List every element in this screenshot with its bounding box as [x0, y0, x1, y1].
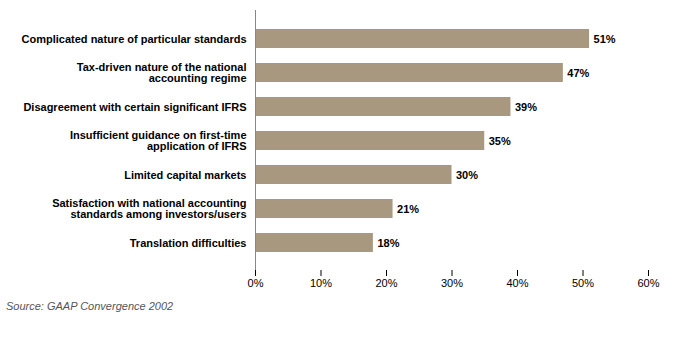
svg-text:21%: 21%: [397, 203, 419, 215]
svg-text:Complicated nature of particul: Complicated nature of particular standar…: [22, 33, 247, 45]
html-text:Source: GAAP Convergence 2002: Source: GAAP Convergence 2002: [6, 300, 174, 312]
svg-text:10%: 10%: [310, 277, 332, 289]
svg-text:30%: 30%: [456, 169, 478, 181]
svg-text:51%: 51%: [594, 33, 616, 45]
svg-text:47%: 47%: [567, 67, 589, 79]
svg-text:Disagreement with certain sign: Disagreement with certain significant IF…: [23, 101, 246, 113]
svg-text:Tax-driven nature of the natio: Tax-driven nature of the nationalaccount…: [77, 61, 247, 84]
svg-text:Satisfaction with national acc: Satisfaction with national accountingsta…: [52, 197, 246, 220]
svg-text:35%: 35%: [489, 135, 511, 147]
svg-text:39%: 39%: [515, 101, 537, 113]
svg-text:20%: 20%: [375, 277, 397, 289]
svg-text:18%: 18%: [377, 237, 399, 249]
svg-text:40%: 40%: [506, 277, 528, 289]
svg-text:60%: 60%: [637, 277, 659, 289]
svg-text:Translation difficulties: Translation difficulties: [130, 237, 247, 249]
svg-text:50%: 50%: [572, 277, 594, 289]
svg-text:30%: 30%: [441, 277, 463, 289]
svg-text:0%: 0%: [248, 277, 264, 289]
svg-text:Insufficient guidance on first: Insufficient guidance on first-timeappli…: [70, 129, 247, 152]
svg-text:Limited capital markets: Limited capital markets: [124, 169, 246, 181]
